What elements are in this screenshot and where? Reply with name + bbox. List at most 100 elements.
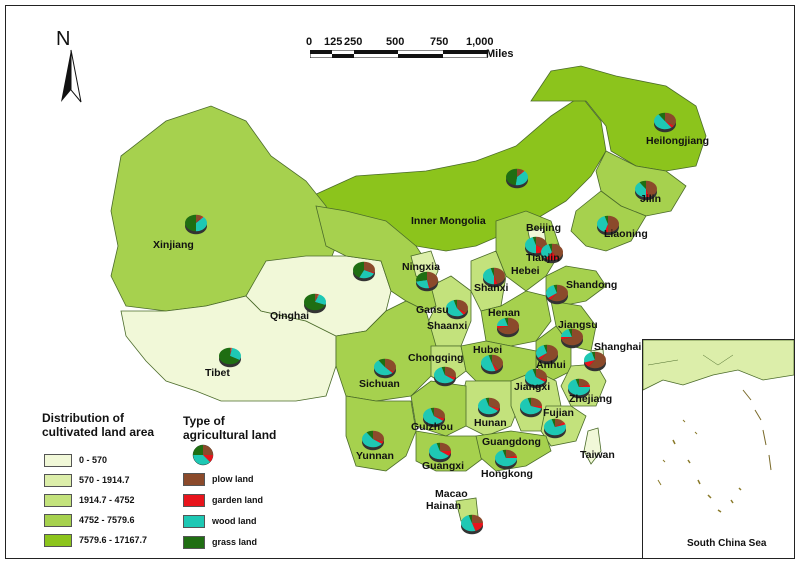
map-frame: Heilongjiang Jilin Liaoning Inner Mongolia B… xyxy=(5,5,795,559)
pie-slice xyxy=(373,439,384,444)
province-label: Henan xyxy=(488,307,520,319)
pie-slice xyxy=(639,180,646,189)
pie-slice xyxy=(489,406,500,411)
scale-tick-4: 750 xyxy=(430,36,449,48)
province-label: Guangdong xyxy=(482,436,541,448)
legend-area-item: 1914.7 - 4752 xyxy=(44,493,135,507)
province-label: Hunan xyxy=(474,417,507,429)
pie-slice xyxy=(497,318,508,326)
legend-type-title-line2: agricultural land xyxy=(183,428,277,442)
province-label: Inner Mongolia xyxy=(411,215,486,227)
pie-slice xyxy=(494,267,506,284)
legend-area-item: 0 - 570 xyxy=(44,453,107,467)
pie-slice xyxy=(481,355,496,372)
pie-slice xyxy=(492,354,504,370)
scale-unit: Miles xyxy=(486,48,514,60)
province-label: Tibet xyxy=(205,367,230,379)
pie-slice xyxy=(315,293,319,302)
pie-slice xyxy=(315,294,326,306)
region-guangdong xyxy=(475,430,552,472)
province-label: Sichuan xyxy=(359,378,400,390)
province-label: Gansu xyxy=(416,304,449,316)
pie-slice xyxy=(366,430,373,439)
pie-slice xyxy=(531,406,542,409)
pie-slice xyxy=(635,182,646,198)
pie-symbol xyxy=(568,378,590,399)
pie-symbol xyxy=(635,180,658,201)
pie-symbol xyxy=(519,397,542,418)
pie-slice xyxy=(430,407,434,416)
pie-slice xyxy=(362,432,382,448)
pie-slice xyxy=(315,294,320,302)
scale-tick-2: 250 xyxy=(344,36,363,48)
pie-slice xyxy=(440,442,451,451)
pie-slice xyxy=(555,418,564,427)
pie-slice xyxy=(427,280,431,289)
scale-tick-0: 0 xyxy=(306,36,313,48)
pie-slice xyxy=(561,328,583,346)
pie-slice xyxy=(353,261,364,278)
scale-tick-1: 125 xyxy=(324,36,343,48)
pie-slice xyxy=(646,180,658,197)
pie-symbol xyxy=(446,299,469,320)
pie-slice xyxy=(472,523,483,531)
china-map: Heilongjiang Jilin Liaoning Inner Mongolia B… xyxy=(110,65,709,535)
pie-slice xyxy=(196,214,203,223)
legend-label: 1914.7 - 4752 xyxy=(79,495,135,505)
province-label: Liaoning xyxy=(604,228,648,240)
pie-slice xyxy=(485,397,489,406)
pie-slice xyxy=(445,375,456,380)
legend-swatch xyxy=(44,533,72,547)
pie-symbol xyxy=(434,366,456,387)
pie-slice xyxy=(502,449,506,458)
legend-swatch xyxy=(183,472,205,486)
pie-slice xyxy=(434,407,445,419)
pie-slice xyxy=(519,398,542,415)
pie-slice xyxy=(548,293,557,300)
north-letter: N xyxy=(56,28,71,50)
province-label: Guizhou xyxy=(411,421,453,433)
pie-slice xyxy=(364,261,375,273)
province-label: Xinjiang xyxy=(153,239,194,251)
legend-label: wood land xyxy=(212,516,257,526)
pie-slice xyxy=(427,271,439,288)
province-label: Hubei xyxy=(473,344,502,356)
pie-slice xyxy=(584,352,595,363)
pie-slice xyxy=(517,168,524,177)
pie-slice xyxy=(492,363,499,371)
pie-slice xyxy=(445,366,456,378)
pie-slice xyxy=(551,418,555,427)
pie-slice xyxy=(490,267,494,276)
pie-slice xyxy=(497,317,519,335)
legend-swatch xyxy=(183,493,205,507)
inset-label: South China Sea xyxy=(687,538,767,549)
province-label: Shandong xyxy=(566,279,617,291)
pie-slice xyxy=(517,170,525,177)
pie-symbol xyxy=(544,418,566,439)
pie-slice xyxy=(561,329,572,337)
pie-symbol xyxy=(478,397,500,418)
pie-slice xyxy=(304,293,326,311)
pie-slice xyxy=(196,216,204,223)
legend-type-item: wood land xyxy=(183,514,257,528)
province-label: Fujian xyxy=(543,407,574,419)
province-label: Qinghai xyxy=(270,310,309,322)
legend-swatch xyxy=(44,493,72,507)
pie-slice xyxy=(483,268,494,285)
legend-area-title: Distribution of cultivated land area xyxy=(42,411,154,439)
pie-slice xyxy=(497,326,508,329)
legend-swatch xyxy=(183,514,205,528)
pie-slice xyxy=(665,121,674,128)
pie-symbol xyxy=(505,168,529,189)
pie-slice xyxy=(446,300,464,317)
pie-symbol xyxy=(536,344,559,365)
legend-label: 570 - 1914.7 xyxy=(79,475,130,485)
pie-symbol xyxy=(497,317,519,338)
province-label: Jiangsu xyxy=(558,319,598,331)
pie-slice xyxy=(359,270,374,279)
pie-slice xyxy=(461,515,476,532)
legend-area-title-line1: Distribution of xyxy=(42,411,124,425)
legend-label: grass land xyxy=(212,537,258,547)
legend-type-title: Type of agricultural land xyxy=(183,414,276,442)
pie-slice xyxy=(374,360,393,376)
